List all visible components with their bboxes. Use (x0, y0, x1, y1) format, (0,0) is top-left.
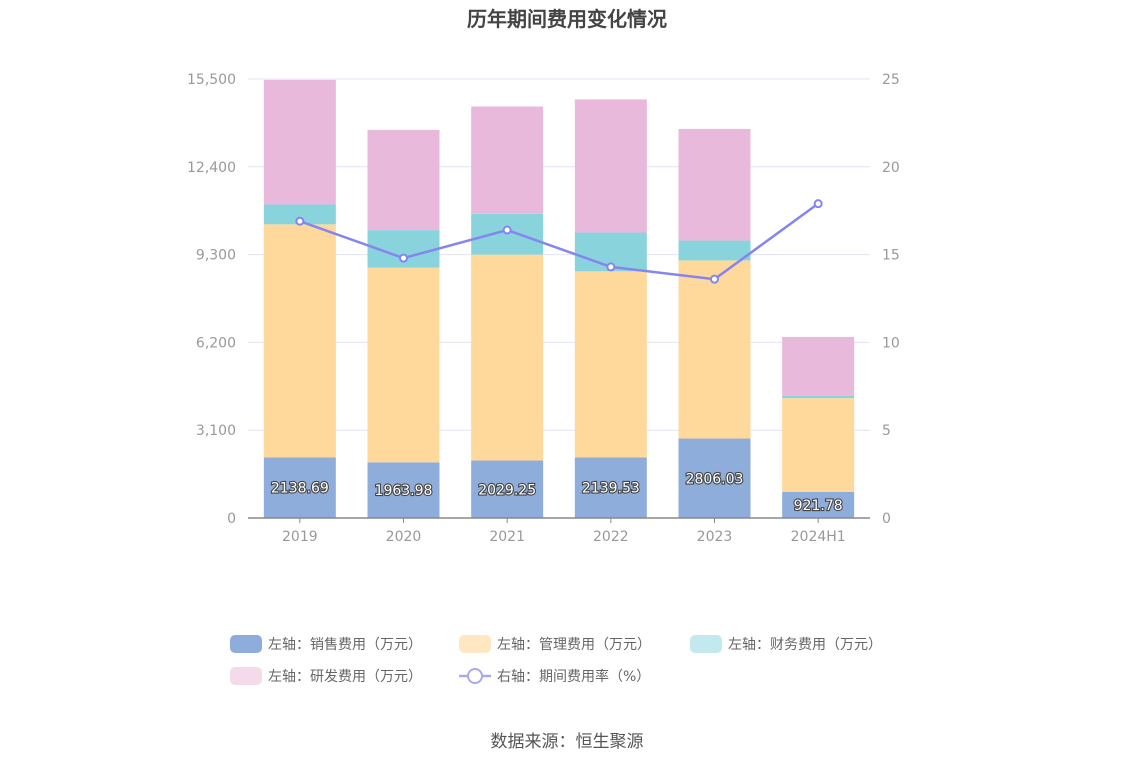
y-right-tick-label: 20 (882, 160, 900, 176)
legend-swatch-icon (230, 635, 262, 653)
chart-title: 历年期间费用变化情况 (467, 7, 667, 31)
bar-value-label: 2029.25 (478, 482, 536, 498)
bar-segment (574, 99, 647, 233)
y-left-tick-label: 0 (227, 511, 236, 527)
rate-point (502, 225, 512, 235)
bar-segment (471, 254, 544, 461)
legend-item[interactable]: 左轴：研发费用（万元） (230, 667, 422, 685)
y-right-tick-label: 10 (882, 335, 900, 351)
y-left-tick-label: 12,400 (187, 160, 236, 176)
legend-item[interactable]: 右轴：期间费用率（%） (459, 668, 650, 685)
bar-labels: 2138.69 1963.98 2029.25 2139.53 2806.03 921.7… (270, 470, 844, 515)
legend[interactable]: 左轴：销售费用（万元） 左轴：管理费用（万元） 左轴：财务费用（万元） 左轴：研发费用… (230, 635, 882, 685)
legend-label: 右轴：期间费用率（%） (497, 668, 650, 685)
bar-segment (574, 457, 647, 518)
legend-swatch-icon (230, 667, 262, 685)
legend-item[interactable]: 左轴：财务费用（万元） (690, 635, 882, 653)
x-tick-label: 2023 (697, 529, 733, 545)
legend-label: 左轴：销售费用（万元） (268, 637, 422, 653)
legend-item[interactable]: 左轴：销售费用（万元） (230, 635, 422, 653)
rate-point (813, 199, 823, 209)
bar-segment (782, 491, 855, 518)
bar-value-label: 1963.98 (375, 483, 433, 499)
legend-swatch-icon (459, 635, 491, 653)
x-tick-label: 2022 (593, 529, 629, 545)
legend-swatch-icon (690, 635, 722, 653)
bar-value-label: 921.78 (794, 498, 843, 514)
bar-segment (782, 398, 855, 492)
bar-segment (263, 204, 336, 225)
bar-segment (678, 260, 751, 439)
legend-item[interactable]: 左轴：管理费用（万元） (459, 635, 651, 653)
y-right-tick-label: 0 (882, 511, 891, 527)
grid-lines (248, 78, 870, 431)
y-right-tick-label: 15 (882, 248, 900, 264)
legend-label: 左轴：财务费用（万元） (728, 637, 882, 653)
rate-line-path (299, 202, 819, 281)
bar-segment (263, 224, 336, 458)
bar-segment (263, 457, 336, 518)
legend-circle-icon (467, 668, 483, 684)
bar-segment (782, 336, 855, 396)
x-tick-label: 2024H1 (791, 529, 846, 545)
bar-segment (678, 438, 751, 518)
x-tick-label: 2021 (489, 529, 525, 545)
y-left-tick-label: 9,300 (196, 248, 236, 264)
bar-value-label: 2138.69 (271, 481, 329, 497)
bar-segment (471, 106, 544, 214)
legend-label: 左轴：管理费用（万元） (497, 637, 651, 653)
bar-segment (263, 79, 336, 205)
bar-segment (367, 267, 440, 463)
y-left-tick-label: 6,200 (196, 335, 236, 351)
bar-segment (678, 240, 751, 261)
y-right-tick-label: 5 (882, 423, 891, 439)
x-tick-label: 2020 (386, 529, 422, 545)
bar-segment (367, 462, 440, 518)
bar-value-label: 2139.53 (582, 481, 640, 497)
rate-point (710, 274, 719, 284)
rate-point (295, 216, 305, 226)
y-right-tick-label: 25 (882, 72, 900, 88)
x-tick-label: 2019 (282, 529, 318, 545)
bar-segment (574, 271, 647, 458)
y-left-tick-label: 15,500 (187, 72, 236, 88)
bar-segment (471, 460, 544, 518)
legend-label: 左轴：研发费用（万元） (268, 669, 422, 685)
bar-segment (782, 395, 855, 399)
data-source: 数据来源：恒生聚源 (491, 732, 644, 752)
axes: 0 3,100 6,200 9,300 12,400 15,500 0 5 10 15 20 25 20… (187, 72, 900, 545)
bar-segment (367, 129, 440, 231)
rate-point (399, 253, 408, 263)
bar-value-label: 2806.03 (686, 471, 744, 487)
y-left-tick-label: 3,100 (196, 423, 236, 439)
bar-segment (678, 128, 751, 241)
rate-point (606, 262, 616, 272)
rate-line (295, 199, 823, 284)
bars (263, 79, 855, 518)
